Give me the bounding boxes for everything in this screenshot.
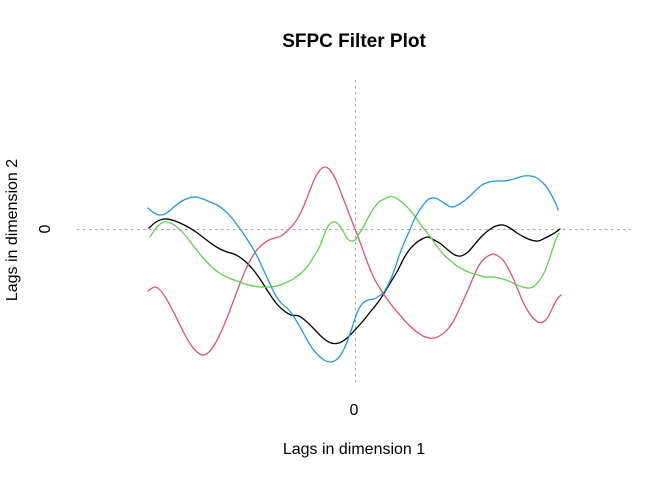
y-axis-label: Lags in dimension 2 <box>4 158 21 302</box>
x-axis-tick-zero: 0 <box>349 402 359 419</box>
series-red-line <box>147 166 562 356</box>
plot-title: SFPC Filter Plot <box>282 31 426 52</box>
series-black-line <box>148 218 561 345</box>
y-axis-tick-zero: 0 <box>37 224 54 234</box>
series-green-line <box>149 196 560 289</box>
series-blue-line <box>147 175 559 363</box>
x-axis-label: Lags in dimension 1 <box>282 441 426 458</box>
